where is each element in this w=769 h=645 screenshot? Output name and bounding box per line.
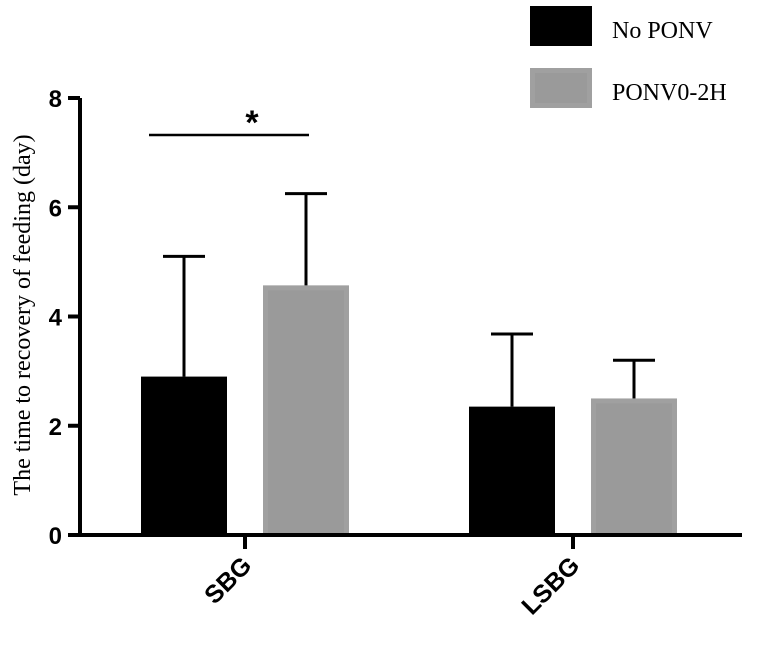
bar-inner-fill	[268, 290, 344, 535]
legend-label-no-ponv: No PONV	[612, 18, 713, 44]
y-tick-label: 6	[49, 195, 62, 222]
x-tick-label-lsbg: LSBG	[516, 551, 585, 620]
legend: No PONV PONV0-2H	[530, 6, 727, 108]
y-axis-label: The time to recovery of feeding (day)	[10, 134, 36, 495]
y-tick-label: 0	[49, 523, 62, 550]
bar-inner-fill	[596, 403, 672, 535]
axes: 0 2 4 6 8 SBG LSBG	[49, 86, 742, 620]
bar-no-ponv-sbg	[141, 376, 227, 535]
annotations: *	[149, 104, 309, 142]
error-bars	[163, 192, 655, 407]
y-tick-label: 4	[49, 305, 63, 332]
y-tick-label: 8	[49, 86, 62, 113]
y-tick-label: 2	[49, 414, 62, 441]
legend-label-ponv0-2h: PONV0-2H	[612, 80, 727, 106]
significance-star: *	[245, 104, 259, 142]
bars	[141, 285, 677, 535]
bar-no-ponv-lsbg	[469, 406, 555, 535]
legend-swatch-inner	[535, 73, 587, 103]
x-tick-label-sbg: SBG	[199, 551, 257, 609]
legend-swatch-no-ponv	[530, 6, 592, 46]
